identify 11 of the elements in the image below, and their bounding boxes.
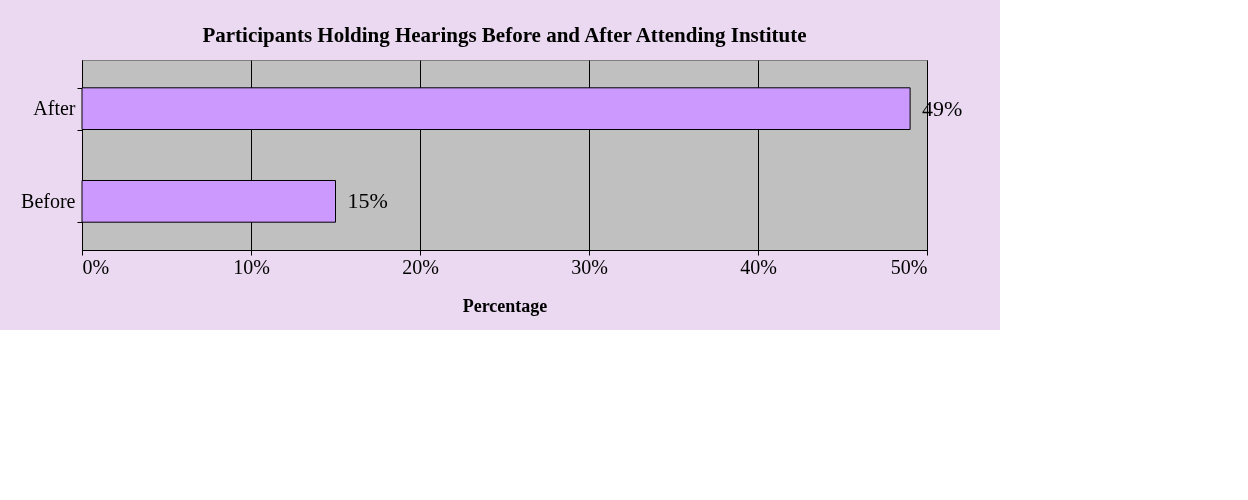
x-tick-label: 50% [890,255,928,278]
x-tick-label: 0% [82,255,110,278]
y-tick-label: After [33,97,76,120]
x-tick-label: 10% [233,255,270,278]
data-label: 15% [347,188,388,214]
x-tick-label: 40% [740,255,777,278]
y-tick-label: Before [21,189,76,212]
x-tick-label: 20% [402,255,439,278]
x-tick-label: 30% [571,255,608,278]
x-axis-title: Percentage [462,295,548,316]
chart-title: Participants Holding Hearings Before and After Attending Institute [202,23,807,47]
